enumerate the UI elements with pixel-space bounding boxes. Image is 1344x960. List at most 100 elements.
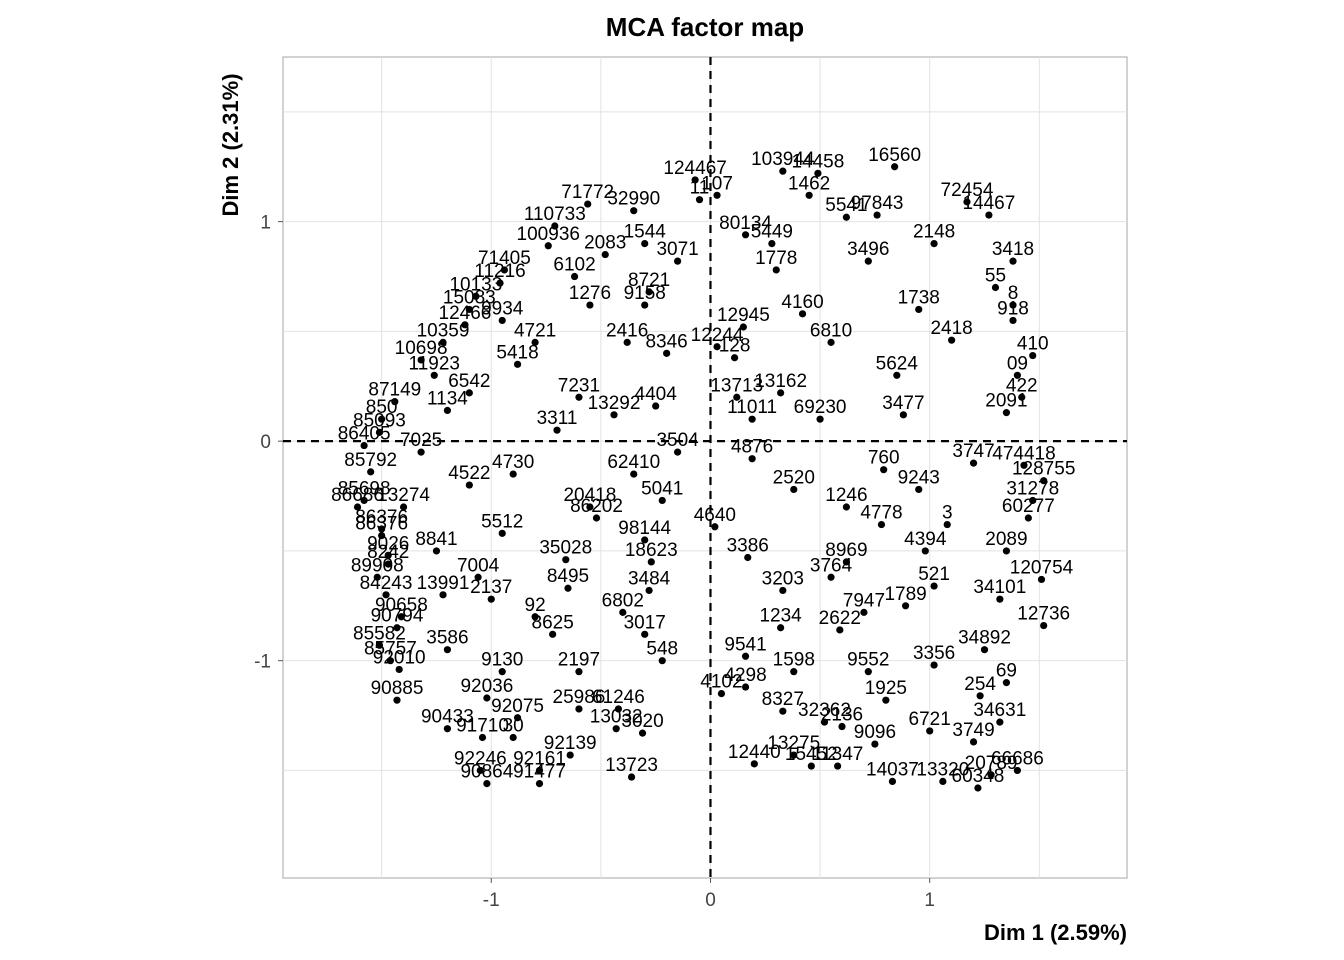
data-label: 2137 [470, 577, 512, 598]
x-tick-label: 1 [924, 890, 935, 911]
data-point [713, 343, 721, 351]
data-label: 62410 [607, 452, 660, 473]
data-label: 32362 [798, 700, 851, 721]
data-point [1002, 547, 1011, 555]
x-axis-title: Dim 1 (2.59%) [984, 920, 1127, 945]
data-point [901, 602, 910, 610]
data-point [439, 591, 447, 599]
data-label: 548 [646, 639, 678, 660]
data-point [378, 531, 386, 540]
data-label: 85582 [353, 623, 406, 644]
data-point [498, 668, 506, 676]
data-label: 128755 [1012, 459, 1075, 480]
data-point [733, 393, 741, 401]
data-label: 90885 [371, 678, 424, 699]
data-label: 14467 [962, 193, 1015, 214]
data-label: 89908 [351, 555, 404, 576]
data-point [483, 694, 491, 702]
data-label: 8495 [547, 566, 589, 587]
data-point [930, 661, 938, 669]
data-point [842, 213, 850, 221]
grid-lines [283, 57, 1127, 878]
data-point [860, 608, 868, 616]
data-point [417, 356, 425, 364]
data-point [877, 520, 886, 529]
data-label: 521 [918, 564, 950, 585]
data-point [827, 338, 835, 346]
data-label: 85757 [364, 639, 417, 660]
data-label: 3496 [847, 239, 889, 260]
data-label: 2197 [558, 650, 600, 671]
data-label: 128 [719, 336, 751, 357]
data-label: 9552 [847, 650, 889, 671]
data-label: 4778 [860, 503, 902, 524]
data-label: 86202 [570, 496, 623, 517]
data-point [476, 766, 484, 775]
data-label: 13292 [588, 393, 641, 414]
data-point [1037, 575, 1046, 584]
data-point [1013, 371, 1021, 379]
data-point [1002, 679, 1011, 687]
data-label: 4522 [448, 463, 490, 484]
data-label: 13162 [754, 371, 807, 392]
data-point [465, 481, 473, 489]
data-point [564, 584, 572, 592]
data-label: 60277 [1002, 496, 1055, 517]
data-label: 34631 [973, 700, 1026, 721]
data-point [382, 591, 390, 599]
data-label: 3586 [426, 628, 468, 649]
data-point [384, 560, 392, 568]
data-label: 92036 [460, 676, 513, 697]
data-point [744, 553, 752, 562]
axis-ticks: -1 0 1 -1 0 1 [254, 213, 935, 911]
data-label: 69230 [794, 397, 847, 418]
data-point [658, 657, 666, 665]
data-label: 10698 [395, 338, 448, 359]
data-point [360, 441, 368, 450]
data-point [741, 231, 750, 239]
data-point [553, 426, 561, 434]
data-label: 474418 [992, 443, 1055, 464]
data-label: 760 [868, 448, 900, 469]
data-point [509, 733, 517, 742]
data-point [647, 558, 655, 566]
data-label: 16560 [868, 145, 921, 166]
data-point [652, 402, 660, 410]
data-label: 86376 [355, 507, 408, 528]
data-point [658, 496, 666, 505]
data-label: 4102 [700, 672, 742, 693]
x-tick-label: 0 [705, 890, 716, 911]
data-point [930, 239, 938, 248]
data-point [891, 163, 899, 171]
data-point [915, 485, 923, 494]
data-point [673, 257, 682, 265]
data-point [1029, 351, 1037, 360]
data-label: 8721 [628, 270, 670, 291]
data-label: 3203 [762, 568, 804, 589]
data-label: 3 [942, 503, 953, 524]
data-point [483, 780, 491, 788]
data-point [566, 751, 574, 759]
data-label: 90433 [421, 707, 474, 728]
data-point [513, 714, 522, 722]
data-point [827, 573, 835, 581]
data-point [592, 514, 601, 522]
data-point [969, 738, 978, 746]
data-point [730, 354, 739, 362]
data-point [974, 784, 982, 792]
data-point [750, 760, 758, 768]
data-label: 85698 [338, 478, 391, 499]
data-point [1029, 496, 1037, 505]
reference-lines [283, 57, 1127, 878]
data-label: 7231 [558, 375, 600, 396]
data-label: 25986 [553, 687, 606, 708]
data-label: 20418 [563, 485, 616, 506]
data-point [619, 608, 627, 616]
data-point [384, 551, 392, 559]
data-label: 97843 [851, 193, 904, 214]
data-label: 3311 [537, 408, 578, 429]
data-point [741, 683, 750, 691]
data-point [612, 725, 620, 733]
data-point [807, 762, 815, 770]
